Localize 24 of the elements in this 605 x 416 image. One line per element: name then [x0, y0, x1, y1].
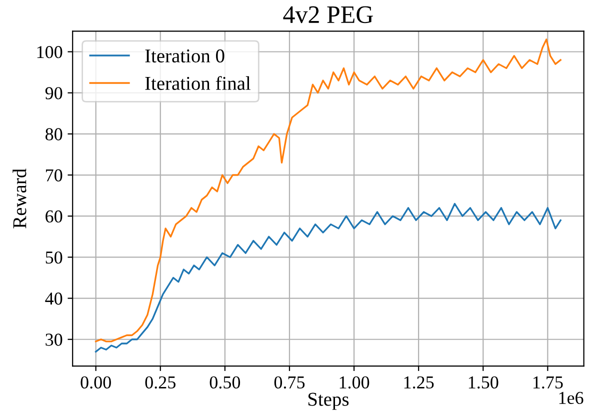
x-tick-label: 1.25 [404, 376, 434, 389]
y-tick-label: 50 [46, 251, 62, 264]
x-tick-label: 1.00 [340, 376, 370, 389]
y-tick-label: 60 [46, 210, 62, 223]
chart-title: 4v2 PEG [283, 6, 373, 24]
x-tick-label: 0.00 [80, 376, 111, 389]
legend-label: Iteration 0 [145, 49, 224, 63]
x-tick-label: 0.25 [145, 376, 176, 389]
y-tick-label: 100 [37, 46, 62, 58]
y-tick-label: 70 [46, 169, 62, 182]
y-tick-label: 80 [46, 128, 62, 140]
x-axis-title: Steps [308, 392, 349, 410]
y-tick-label: 90 [45, 87, 62, 100]
y-axis-title: Reward [12, 168, 26, 228]
x-tick-label: 0.75 [274, 376, 305, 389]
legend-label: Iteration final [145, 76, 251, 90]
x-tick-label: 1.75 [533, 376, 563, 389]
line-series [95, 38, 562, 342]
y-tick-label: 40 [45, 292, 62, 305]
x-tick-label: 1.50 [468, 376, 498, 389]
y-tick-label: 30 [46, 334, 62, 346]
x-tick-label: 0.50 [210, 376, 240, 389]
line-series [95, 202, 562, 353]
text: 1e6 [559, 392, 584, 404]
